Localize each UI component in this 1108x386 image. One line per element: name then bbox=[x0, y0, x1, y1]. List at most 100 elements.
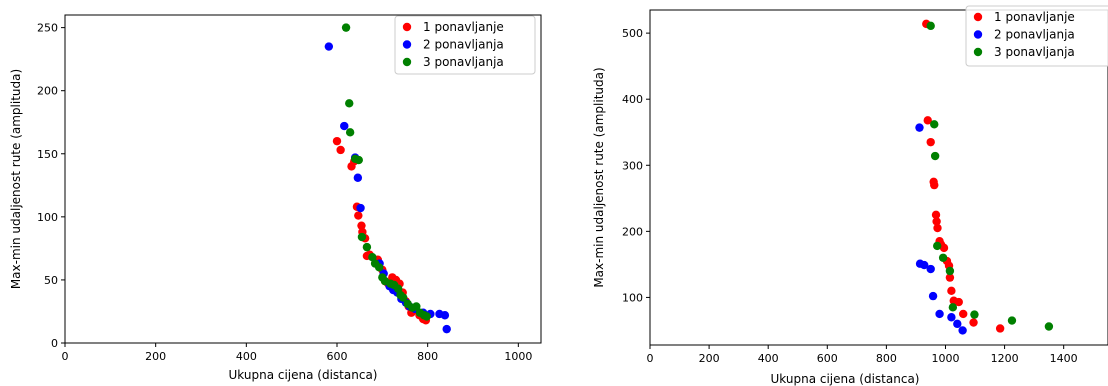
x-tick-label: 1200 bbox=[991, 352, 1019, 365]
point-series-1 bbox=[969, 318, 978, 327]
point-series-3 bbox=[354, 155, 363, 165]
point-series-3 bbox=[945, 266, 955, 276]
point-series-3 bbox=[368, 253, 377, 262]
y-axis-label: Max-min udaljenost rute (amplituda) bbox=[9, 69, 23, 289]
legend-marker bbox=[973, 47, 983, 57]
y-tick-label: 500 bbox=[622, 27, 643, 40]
y-tick-label: 150 bbox=[37, 148, 58, 161]
point-series-1 bbox=[931, 210, 941, 220]
x-tick-label: 200 bbox=[699, 352, 720, 365]
point-series-2 bbox=[953, 319, 962, 329]
point-series-1 bbox=[995, 324, 1005, 333]
point-series-3 bbox=[930, 120, 939, 129]
point-series-3 bbox=[394, 284, 403, 293]
point-series-1 bbox=[959, 309, 968, 319]
point-series-3 bbox=[374, 263, 384, 272]
point-series-2 bbox=[353, 173, 363, 182]
point-series-1 bbox=[332, 136, 342, 146]
point-series-2 bbox=[920, 260, 929, 270]
point-series-3 bbox=[345, 99, 354, 108]
point-series-3 bbox=[970, 310, 979, 319]
point-series-3 bbox=[341, 23, 351, 32]
point-series-3 bbox=[1007, 316, 1017, 325]
point-series-2 bbox=[928, 291, 938, 301]
point-series-2 bbox=[356, 203, 365, 213]
point-series-2 bbox=[324, 42, 334, 51]
legend: 1 ponavljanje 2 ponavljanja 3 ponavljanja bbox=[394, 15, 536, 75]
legend-marker bbox=[973, 30, 983, 39]
point-series-1 bbox=[939, 243, 949, 253]
legend: 1 ponavljanje 2 ponavljanja 3 ponavljanja bbox=[965, 5, 1108, 67]
point-series-3 bbox=[345, 128, 355, 137]
x-tick-label: 400 bbox=[236, 350, 257, 363]
point-series-1 bbox=[926, 137, 935, 147]
y-tick-label: 50 bbox=[44, 274, 58, 287]
point-series-1 bbox=[923, 116, 932, 125]
scatter-points bbox=[324, 23, 451, 334]
point-series-3 bbox=[930, 151, 940, 161]
legend-label: 3 ponavljanja bbox=[423, 55, 504, 69]
scatter-points bbox=[915, 19, 1054, 335]
legend-marker bbox=[973, 12, 983, 22]
point-series-1 bbox=[354, 211, 363, 220]
y-tick-label: 100 bbox=[37, 211, 58, 224]
x-tick-label: 600 bbox=[817, 352, 838, 365]
point-series-3 bbox=[412, 302, 421, 311]
chart-1: 0 200 400 600 800 1000 0 50 100 150 200 250 Ukupna c… bbox=[9, 14, 542, 382]
point-series-2 bbox=[440, 311, 450, 320]
plot-frame bbox=[649, 9, 1108, 346]
y-tick-label: 250 bbox=[37, 22, 58, 35]
legend-marker bbox=[402, 40, 412, 49]
x-tick-label: 200 bbox=[145, 350, 166, 363]
legend-label: 1 ponavljanje bbox=[994, 10, 1075, 24]
point-series-2 bbox=[926, 264, 935, 274]
x-tick-label: 800 bbox=[417, 350, 438, 363]
point-series-1 bbox=[930, 180, 939, 190]
point-series-2 bbox=[935, 309, 944, 319]
x-tick-label: 800 bbox=[876, 352, 897, 365]
legend-marker bbox=[402, 57, 412, 67]
legend-marker bbox=[402, 22, 412, 32]
point-series-1 bbox=[945, 273, 955, 282]
y-tick-label: 300 bbox=[622, 159, 643, 172]
x-tick-label: 1000 bbox=[504, 350, 532, 363]
point-series-3 bbox=[948, 303, 958, 312]
y-tick-label: 400 bbox=[622, 93, 643, 106]
x-tick-label: 600 bbox=[327, 350, 348, 363]
legend-label: 2 ponavljanja bbox=[994, 28, 1075, 42]
point-series-3 bbox=[398, 293, 408, 302]
legend-box bbox=[394, 15, 536, 75]
point-series-1 bbox=[336, 145, 345, 155]
legend-box bbox=[965, 5, 1108, 67]
y-axis-label: Max-min udaljenost rute (amplituda) bbox=[592, 67, 606, 287]
point-series-3 bbox=[938, 253, 948, 262]
point-series-3 bbox=[362, 242, 372, 252]
chart-2: 0 200 400 600 800 1000 1200 1400 100 200 300 400 500… bbox=[592, 5, 1108, 386]
point-series-3 bbox=[422, 312, 431, 321]
point-series-2 bbox=[915, 123, 924, 132]
x-tick-label: 400 bbox=[758, 352, 779, 365]
legend-label: 3 ponavljanja bbox=[994, 45, 1075, 59]
y-tick-label: 0 bbox=[51, 337, 58, 350]
x-axis-label: Ukupna cijena (distanca) bbox=[771, 372, 920, 386]
point-series-2 bbox=[442, 324, 451, 334]
point-series-2 bbox=[947, 313, 956, 322]
x-tick-label: 0 bbox=[62, 350, 69, 363]
point-series-2 bbox=[340, 121, 349, 131]
legend-label: 2 ponavljanja bbox=[423, 38, 504, 52]
x-axis-label: Ukupna cijena (distanca) bbox=[229, 368, 378, 382]
point-series-1 bbox=[357, 221, 366, 230]
plot-frame bbox=[64, 14, 542, 344]
x-tick-label: 1000 bbox=[931, 352, 959, 365]
y-tick-label: 100 bbox=[622, 291, 643, 304]
point-series-3 bbox=[357, 232, 367, 242]
x-tick-label: 0 bbox=[647, 352, 654, 365]
point-series-3 bbox=[1044, 322, 1054, 331]
point-series-1 bbox=[954, 297, 963, 307]
x-tick-label: 1400 bbox=[1050, 352, 1078, 365]
point-series-1 bbox=[947, 286, 956, 296]
point-series-1 bbox=[933, 223, 942, 233]
legend-label: 1 ponavljanje bbox=[423, 20, 504, 34]
y-tick-label: 200 bbox=[37, 85, 58, 98]
